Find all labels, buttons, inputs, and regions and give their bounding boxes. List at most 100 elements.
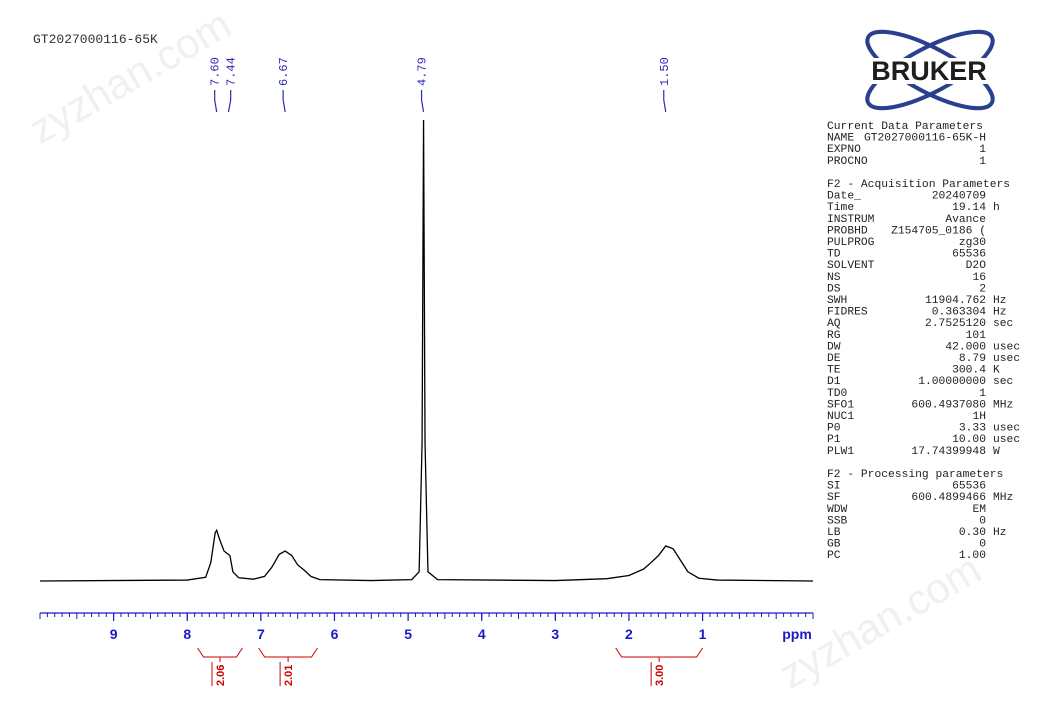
parameter-name: DS bbox=[827, 283, 841, 295]
parameter-name: GB bbox=[827, 539, 841, 551]
parameter-value: D2O bbox=[966, 260, 987, 272]
parameter-value: 16 bbox=[972, 272, 986, 284]
parameter-name: SWH bbox=[827, 295, 847, 307]
logo-orbit bbox=[865, 29, 995, 111]
parameter-name: Time bbox=[827, 202, 854, 214]
peak-label: 1.50 bbox=[658, 57, 672, 86]
parameter-name: NAME bbox=[827, 133, 854, 145]
parameter-name: PROCNO bbox=[827, 156, 868, 168]
chart-title: GT2027000116-65K bbox=[33, 32, 158, 47]
parameter-name: TD bbox=[827, 249, 841, 261]
parameter-value: 1 bbox=[979, 144, 986, 156]
parameter-value: zg30 bbox=[959, 237, 986, 249]
parameter-name: SOLVENT bbox=[827, 260, 875, 272]
x-tick-label: 9 bbox=[110, 626, 118, 642]
parameter-name: D1 bbox=[827, 376, 841, 388]
integral-value: 2.06 bbox=[215, 665, 227, 686]
parameter-value: 300.4 bbox=[952, 365, 986, 377]
parameter-value: 17.74399948 bbox=[911, 446, 986, 458]
parameter-value: 10.00 bbox=[952, 434, 986, 446]
peak-leader bbox=[663, 90, 667, 113]
parameter-name: AQ bbox=[827, 318, 841, 330]
parameter-unit: usec bbox=[993, 434, 1020, 446]
parameter-name: P1 bbox=[827, 434, 841, 446]
parameter-value: 600.4937080 bbox=[911, 399, 986, 411]
peak-leader bbox=[420, 90, 425, 113]
peak-leader bbox=[214, 90, 218, 113]
x-tick-label: 7 bbox=[257, 626, 265, 642]
integral-value: 2.01 bbox=[283, 665, 295, 686]
parameter-name: NUC1 bbox=[827, 411, 854, 423]
parameter-name: PC bbox=[827, 550, 841, 562]
parameter-unit: MHz bbox=[993, 492, 1013, 504]
parameter-value: 1.00 bbox=[959, 550, 986, 562]
peak-label: 7.60 bbox=[209, 57, 223, 86]
parameter-unit: sec bbox=[993, 376, 1013, 388]
parameter-value: 600.4899466 bbox=[911, 492, 986, 504]
parameter-name: LB bbox=[827, 527, 841, 539]
parameter-value: 19.14 bbox=[952, 202, 986, 214]
parameter-value: 1.00000000 bbox=[918, 376, 986, 388]
parameter-unit: usec bbox=[993, 353, 1020, 365]
logo-text: BRUKER bbox=[871, 56, 987, 86]
parameter-name: SI bbox=[827, 481, 841, 493]
parameter-value: Z154705_0186 ( bbox=[891, 225, 986, 237]
x-axis-label: ppm bbox=[782, 626, 812, 642]
parameter-name: PLW1 bbox=[827, 446, 854, 458]
parameter-section-title: F2 - Processing parameters bbox=[827, 469, 1003, 481]
peak-leader bbox=[227, 90, 232, 113]
parameter-name: RG bbox=[827, 330, 841, 342]
logo-band bbox=[850, 58, 1008, 84]
parameter-value: 0.30 bbox=[959, 527, 986, 539]
x-tick-label: 4 bbox=[478, 626, 486, 642]
parameter-value: 0.363304 bbox=[932, 307, 986, 319]
logo-orbit bbox=[865, 29, 995, 111]
parameter-name: PROBHD bbox=[827, 225, 868, 237]
parameter-unit: MHz bbox=[993, 399, 1013, 411]
x-tick-label: 3 bbox=[551, 626, 559, 642]
parameter-unit: usec bbox=[993, 423, 1020, 435]
integral-bracket bbox=[197, 647, 243, 662]
parameter-name: DE bbox=[827, 353, 841, 365]
parameter-value: 42.000 bbox=[945, 341, 986, 353]
parameter-name: WDW bbox=[827, 504, 848, 516]
peak-leader bbox=[282, 90, 286, 113]
x-tick-label: 8 bbox=[183, 626, 191, 642]
parameter-unit: Hz bbox=[993, 527, 1007, 539]
x-tick-label: 1 bbox=[699, 626, 707, 642]
parameter-value: 8.79 bbox=[959, 353, 986, 365]
parameter-value: 1 bbox=[979, 156, 986, 168]
parameter-unit: Hz bbox=[993, 307, 1007, 319]
parameter-unit: sec bbox=[993, 318, 1013, 330]
parameter-name: INSTRUM bbox=[827, 214, 875, 226]
logo: BRUKER bbox=[850, 29, 1008, 111]
parameter-name: FIDRES bbox=[827, 307, 868, 319]
parameter-value: 11904.762 bbox=[925, 295, 986, 307]
parameter-name: TE bbox=[827, 365, 841, 377]
parameter-name: P0 bbox=[827, 423, 841, 435]
parameter-name: EXPNO bbox=[827, 144, 861, 156]
parameter-value: 65536 bbox=[952, 249, 986, 261]
integral-value: 3.00 bbox=[654, 665, 666, 686]
parameter-value: 1 bbox=[979, 388, 986, 400]
parameter-name: SSB bbox=[827, 515, 848, 527]
parameter-name: NS bbox=[827, 272, 841, 284]
parameter-value: 65536 bbox=[952, 481, 986, 493]
x-tick-label: 6 bbox=[331, 626, 339, 642]
parameter-name: DW bbox=[827, 341, 841, 353]
parameter-name: SF bbox=[827, 492, 841, 504]
parameter-value: 0 bbox=[979, 539, 986, 551]
parameter-value: 101 bbox=[966, 330, 987, 342]
parameter-name: PULPROG bbox=[827, 237, 875, 249]
parameter-name: TD0 bbox=[827, 388, 848, 400]
parameter-value: 2 bbox=[979, 283, 986, 295]
parameter-value: 2.7525120 bbox=[925, 318, 986, 330]
parameter-name: Date_ bbox=[827, 191, 861, 203]
parameter-value: GT2027000116-65K-H bbox=[864, 133, 986, 145]
integral-bracket bbox=[258, 647, 318, 662]
parameter-unit: W bbox=[993, 446, 1000, 458]
parameter-value: 3.33 bbox=[959, 423, 986, 435]
x-tick-label: 5 bbox=[404, 626, 412, 642]
